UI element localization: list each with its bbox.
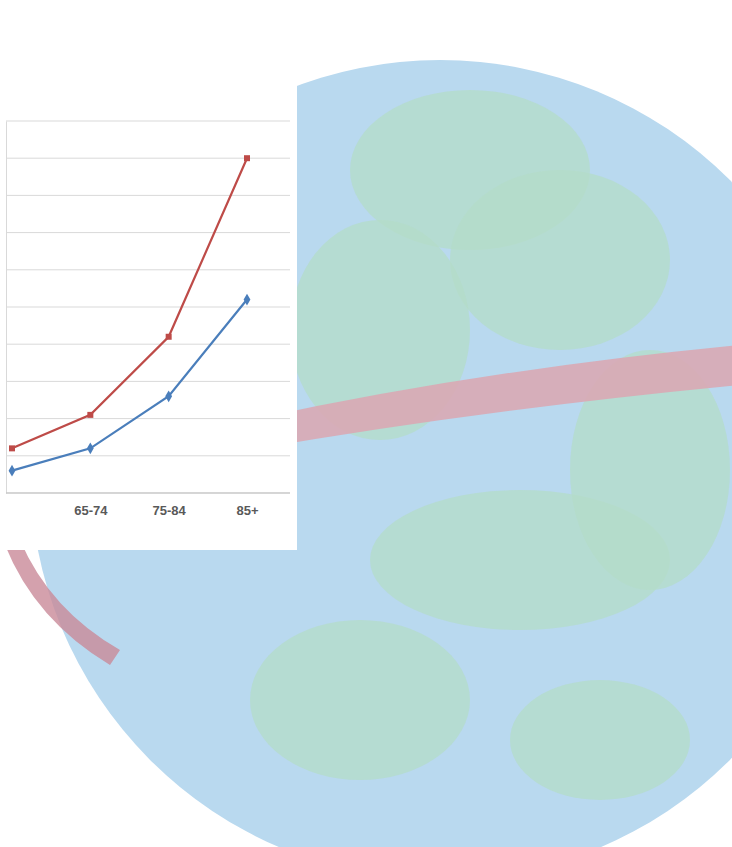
series-marker (9, 445, 15, 451)
series-marker (166, 334, 172, 340)
land (250, 620, 470, 780)
x-axis: 65-74 75-84 85+ (6, 493, 290, 518)
series-marker (244, 155, 250, 161)
band-arc (5, 540, 120, 665)
grid-line (6, 344, 290, 345)
series-marker (165, 390, 172, 402)
x-tick: 75-84 (153, 493, 187, 518)
grid-line (6, 232, 290, 233)
grid-line (6, 121, 290, 122)
y-axis (6, 122, 8, 494)
x-tick-label: 65-74 (74, 503, 108, 518)
series-line (12, 300, 247, 471)
x-axis-line (6, 493, 290, 494)
x-tick: 85+ (236, 493, 258, 518)
grid-line (6, 307, 290, 308)
x-tick-label: 75-84 (153, 503, 187, 518)
grid-line (6, 455, 290, 456)
series-marker (9, 465, 16, 477)
chart-panel (0, 80, 297, 550)
land (510, 680, 690, 800)
plot-marks (9, 155, 251, 476)
grid-line (6, 195, 290, 196)
series-marker (87, 442, 94, 454)
grid (6, 121, 290, 493)
canvas: 65-74 75-84 85+ (0, 0, 732, 847)
y-axis-line (6, 122, 7, 494)
series-marker (244, 294, 251, 306)
grid-line (6, 381, 290, 382)
grid-line (6, 269, 290, 270)
x-tick: 65-74 (74, 493, 108, 518)
series-marker (87, 412, 93, 418)
grid-line (6, 418, 290, 419)
land (450, 170, 670, 350)
band (250, 345, 732, 450)
x-tick-label: 85+ (236, 503, 258, 518)
series-line (12, 158, 247, 448)
grid-line (6, 493, 290, 494)
